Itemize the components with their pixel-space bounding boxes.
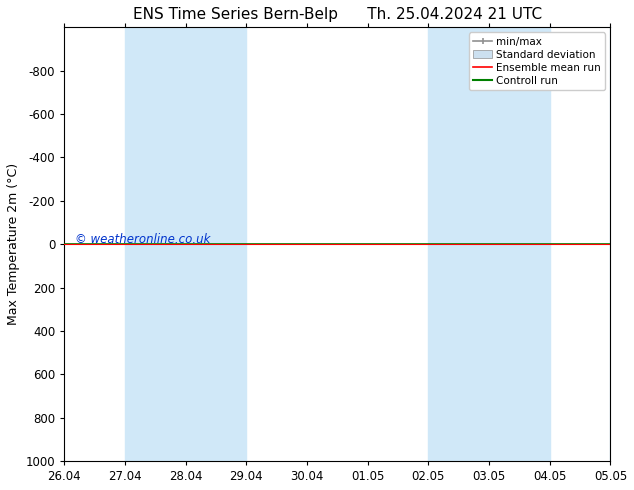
Title: ENS Time Series Bern-Belp      Th. 25.04.2024 21 UTC: ENS Time Series Bern-Belp Th. 25.04.2024…	[133, 7, 542, 22]
Bar	[611, 27, 634, 461]
Text: © weatheronline.co.uk: © weatheronline.co.uk	[75, 233, 210, 246]
Legend: min/max, Standard deviation, Ensemble mean run, Controll run: min/max, Standard deviation, Ensemble me…	[469, 32, 605, 90]
Y-axis label: Max Temperature 2m (°C): Max Temperature 2m (°C)	[7, 163, 20, 325]
Bar	[125, 27, 246, 461]
Bar	[429, 27, 550, 461]
